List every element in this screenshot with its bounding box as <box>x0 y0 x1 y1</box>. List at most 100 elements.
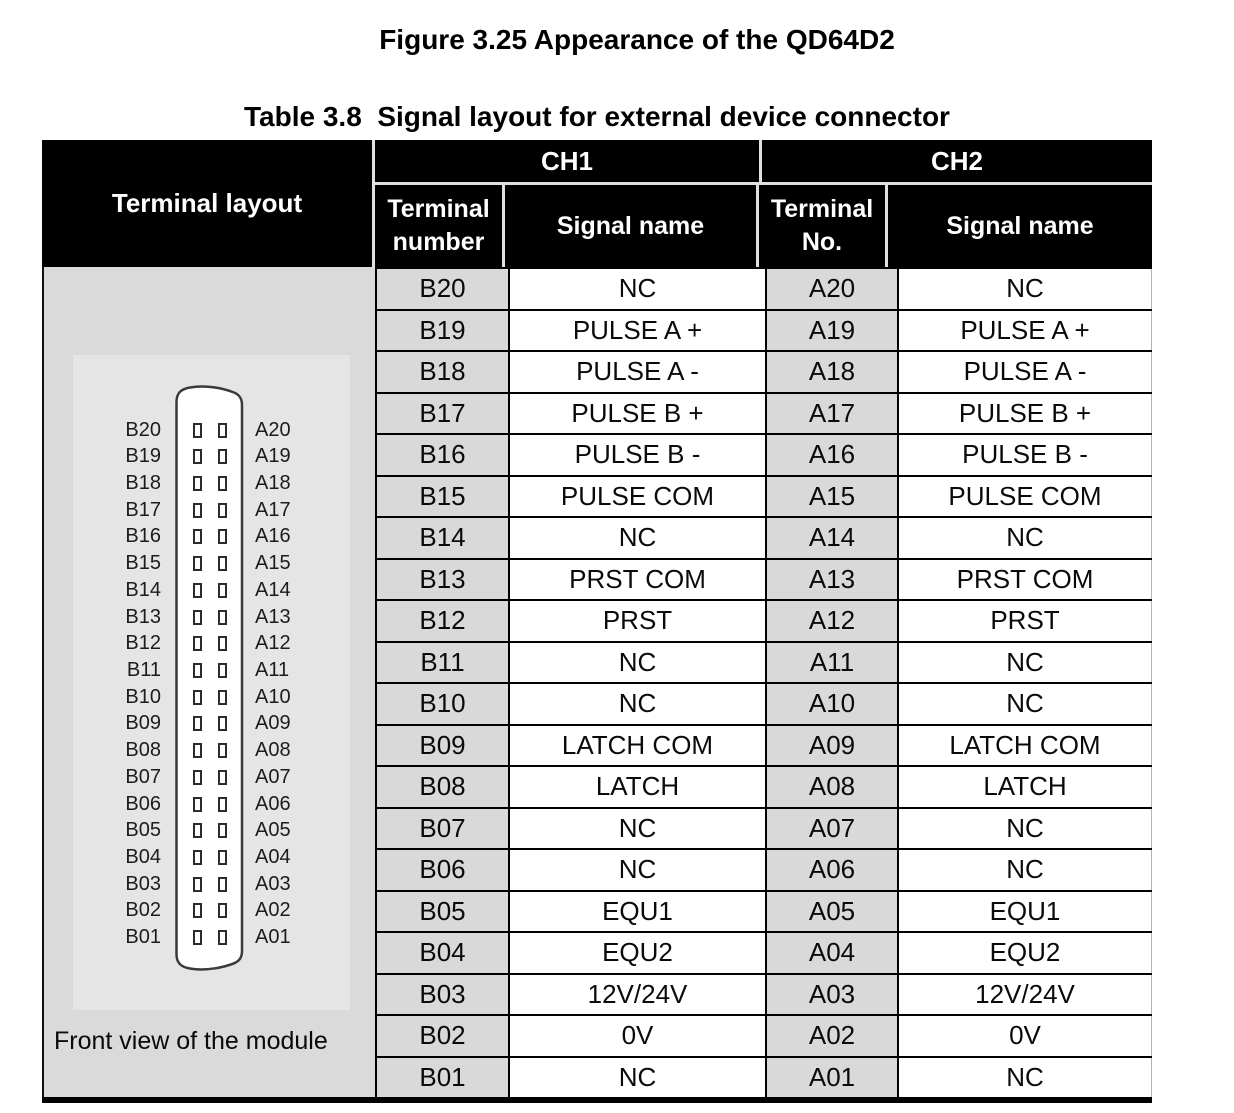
pin-icon <box>218 423 227 438</box>
ch1-signal-name-cell: PULSE B - <box>510 435 767 475</box>
pin-icon <box>218 476 227 491</box>
pin-label-left: B18 <box>125 472 161 494</box>
ch1-terminal-number-cell: B09 <box>375 725 510 765</box>
connector-pin-row: B05 A05 <box>73 817 350 844</box>
pin-label-right: A02 <box>255 899 291 921</box>
ch2-terminal-number-cell: A11 <box>767 642 899 682</box>
ch2-terminal-number-cell: A06 <box>767 850 899 890</box>
col-group-ch1: CH1 <box>375 140 762 182</box>
pin-icon <box>218 529 227 544</box>
ch1-terminal-number-cell: B20 <box>375 269 510 309</box>
pin-label-left: B10 <box>125 686 161 708</box>
ch1-terminal-number-cell: B04 <box>375 933 510 973</box>
table-row: B10 NC A10 NC <box>375 682 1152 724</box>
table-row: B05 EQU1 A05 EQU1 <box>375 889 1152 931</box>
ch1-terminal-number-cell: B06 <box>375 850 510 890</box>
ch1-signal-name-cell: PULSE COM <box>510 476 767 516</box>
table-row: B06 NC A06 NC <box>375 848 1152 890</box>
pin-label-left: B12 <box>125 632 161 654</box>
ch2-terminal-number-cell: A03 <box>767 974 899 1014</box>
signal-rows: B20 NC A20 NC B19 PULSE A + A19 PULSE A … <box>375 267 1152 1097</box>
ch2-terminal-number-cell: A05 <box>767 891 899 931</box>
pin-label-right: A15 <box>255 552 291 574</box>
ch1-signal-name-cell: NC <box>510 642 767 682</box>
ch1-signal-name-cell: NC <box>510 808 767 848</box>
pin-label-right: A11 <box>255 659 290 681</box>
pin-icon <box>218 503 227 518</box>
pin-icon <box>218 610 227 625</box>
ch2-signal-name-cell: PRST <box>899 601 1152 641</box>
ch1-signal-name-cell: PRST COM <box>510 559 767 599</box>
ch1-terminal-number-cell: B05 <box>375 891 510 931</box>
ch2-terminal-number-cell: A18 <box>767 352 899 392</box>
connector-pin-row: B07 A07 <box>73 764 350 791</box>
pin-icon <box>218 663 227 678</box>
pin-icon <box>218 449 227 464</box>
ch2-terminal-number-cell: A04 <box>767 933 899 973</box>
pin-icon <box>193 850 202 865</box>
table-row: B14 NC A14 NC <box>375 516 1152 558</box>
pin-label-left: B13 <box>125 606 161 628</box>
pin-label-right: A01 <box>255 926 291 948</box>
connector-pin-row: B16 A16 <box>73 523 350 550</box>
connector-pin-row: B19 A19 <box>73 443 350 470</box>
ch2-signal-name-cell: EQU1 <box>899 891 1152 931</box>
figure-title: Figure 3.25 Appearance of the QD64D2 <box>379 24 895 55</box>
ch2-signal-name-cell: NC <box>899 269 1152 309</box>
ch1-terminal-number-cell: B15 <box>375 476 510 516</box>
ch2-terminal-number-cell: A09 <box>767 725 899 765</box>
connector-pin-row: B01 A01 <box>73 924 350 951</box>
table-row: B11 NC A11 NC <box>375 640 1152 682</box>
ch1-signal-name-cell: PULSE A - <box>510 352 767 392</box>
connector-pin-row: B09 A09 <box>73 710 350 737</box>
pin-icon <box>193 930 202 945</box>
ch2-signal-name-cell: LATCH COM <box>899 725 1152 765</box>
pin-icon <box>193 583 202 598</box>
pin-icon <box>218 850 227 865</box>
ch2-signal-name-cell: NC <box>899 850 1152 890</box>
ch1-signal-name-cell: EQU1 <box>510 891 767 931</box>
pin-icon <box>193 823 202 838</box>
pin-icon <box>218 770 227 785</box>
pin-icon <box>193 877 202 892</box>
connector-pin-row: B10 A10 <box>73 684 350 711</box>
pin-icon <box>193 716 202 731</box>
table-row: B01 NC A01 NC <box>375 1055 1152 1097</box>
pin-label-left: B17 <box>125 499 161 521</box>
table-row: B07 NC A07 NC <box>375 806 1152 848</box>
pin-label-right: A12 <box>255 632 291 654</box>
pin-icon <box>193 610 202 625</box>
pin-icon <box>218 690 227 705</box>
col-header-ch1-terminal-number: Terminal number <box>375 185 505 267</box>
pin-label-right: A05 <box>255 819 291 841</box>
ch2-signal-name-cell: NC <box>899 1057 1152 1097</box>
pin-label-left: B01 <box>125 926 161 948</box>
signal-layout-table: Terminal layout CH1 CH2 Terminal number … <box>42 140 1152 1103</box>
ch1-terminal-number-cell: B10 <box>375 684 510 724</box>
pin-icon <box>218 930 227 945</box>
pin-label-right: A06 <box>255 793 291 815</box>
pin-label-left: B02 <box>125 899 161 921</box>
pin-icon <box>193 797 202 812</box>
pin-label-left: B03 <box>125 873 161 895</box>
table-row: B04 EQU2 A04 EQU2 <box>375 931 1152 973</box>
connector-pin-row: B11 A11 <box>73 657 350 684</box>
table-title: Table 3.8 Signal layout for external dev… <box>244 101 950 132</box>
header-line: No. <box>801 228 843 256</box>
pin-icon <box>193 503 202 518</box>
front-view-caption: Front view of the module <box>54 1027 328 1055</box>
table-row: B19 PULSE A + A19 PULSE A + <box>375 308 1152 350</box>
table-row: B16 PULSE B - A16 PULSE B - <box>375 433 1152 475</box>
pin-icon <box>218 877 227 892</box>
ch2-signal-name-cell: EQU2 <box>899 933 1152 973</box>
ch2-terminal-number-cell: A19 <box>767 310 899 350</box>
table-row: B02 0V A02 0V <box>375 1014 1152 1056</box>
pin-icon <box>193 476 202 491</box>
terminal-layout-cell: B20 A20 B19 A19 B18 A18 B17 A17 B16 A16 B15 A15 B14 A… <box>44 267 375 1097</box>
ch1-terminal-number-cell: B07 <box>375 808 510 848</box>
table-header: Terminal layout CH1 CH2 Terminal number … <box>42 140 1152 267</box>
pin-label-right: A18 <box>255 472 291 494</box>
ch1-signal-name-cell: PRST <box>510 601 767 641</box>
ch2-signal-name-cell: 0V <box>899 1016 1152 1056</box>
ch2-signal-name-cell: NC <box>899 642 1152 682</box>
